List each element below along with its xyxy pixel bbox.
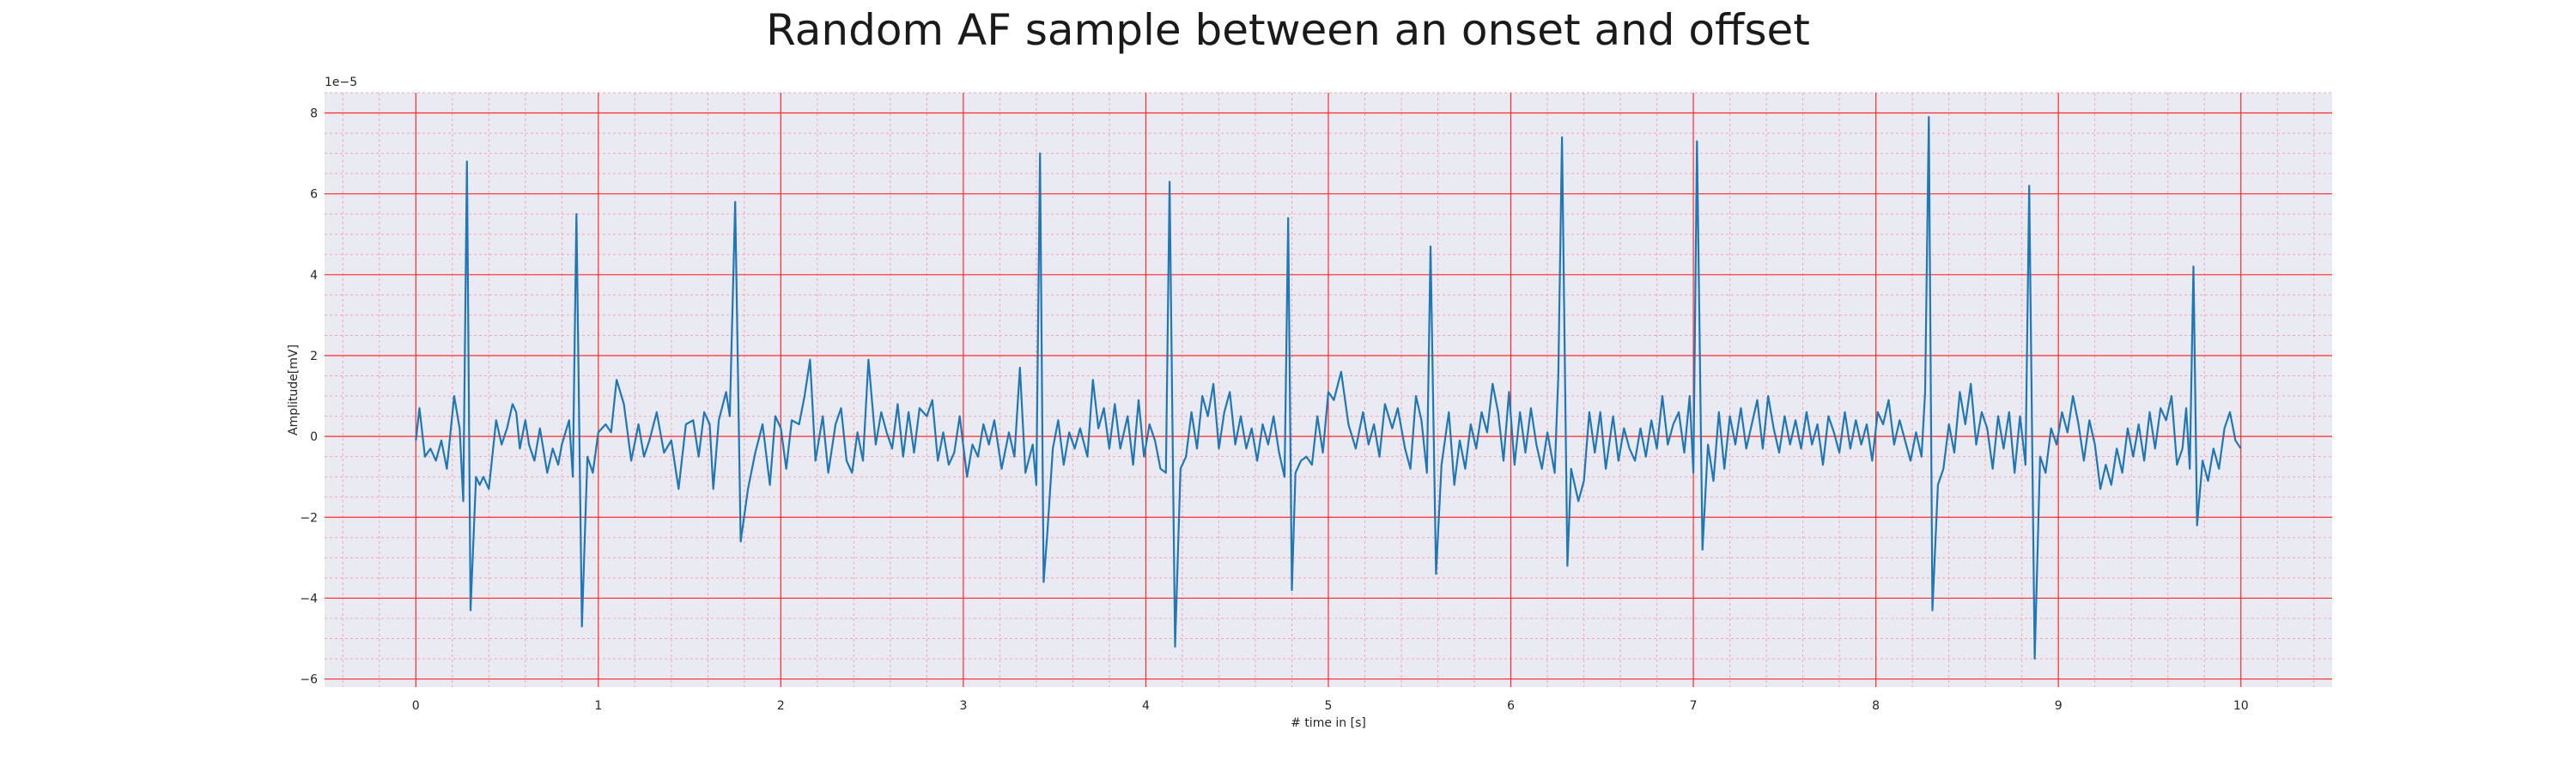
x-tick-label: 2 [777, 699, 785, 713]
x-tick-label: 8 [1872, 699, 1880, 713]
x-tick-label: 9 [2055, 699, 2063, 713]
minor-grid [325, 92, 2332, 687]
x-tick-label: 0 [412, 699, 420, 713]
y-axis-offset-label: 1e−5 [325, 76, 357, 89]
ecg-series-line [415, 116, 2242, 660]
y-axis-ticks: −6 −4 −2 0 2 4 6 8 [300, 107, 318, 687]
y-tick-label: 4 [310, 269, 318, 283]
x-tick-label: 4 [1142, 699, 1150, 713]
chart-title: Random AF sample between an onset and of… [766, 5, 1810, 55]
x-tick-label: 10 [2233, 699, 2249, 713]
x-axis-label: # time in [s] [1291, 716, 1366, 730]
x-tick-label: 7 [1690, 699, 1698, 713]
x-tick-label: 3 [959, 699, 967, 713]
x-tick-label: 1 [594, 699, 602, 713]
y-tick-label: −2 [300, 511, 318, 525]
y-tick-label: 2 [310, 350, 318, 363]
y-axis-label: Amplitude[mV] [287, 344, 301, 435]
x-axis-ticks: 0 1 2 3 4 5 6 7 8 9 10 [412, 699, 2249, 713]
x-tick-label: 5 [1325, 699, 1333, 713]
y-tick-label: 8 [310, 107, 318, 121]
y-tick-label: 6 [310, 188, 318, 202]
y-tick-label: −6 [300, 673, 318, 687]
y-tick-label: 0 [310, 430, 318, 444]
major-grid [325, 93, 2332, 687]
y-tick-label: −4 [300, 592, 318, 606]
x-tick-label: 6 [1507, 699, 1515, 713]
